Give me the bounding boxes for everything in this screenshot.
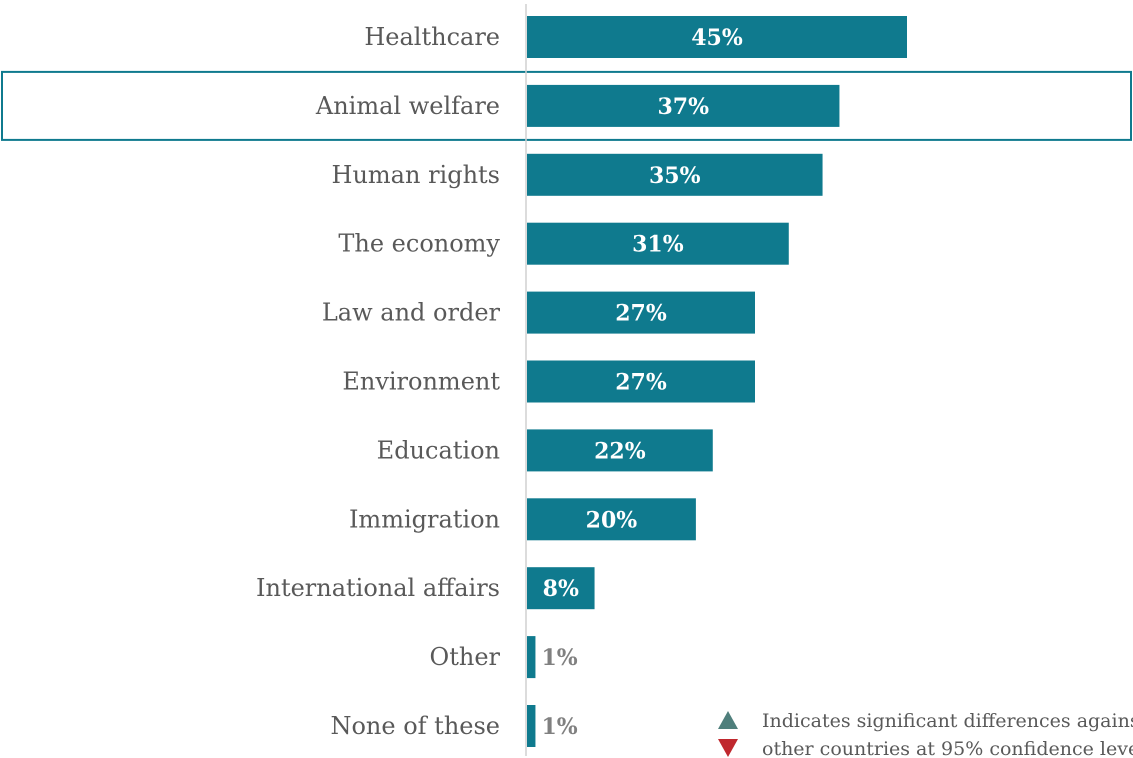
triangle-up-icon	[718, 711, 738, 729]
category-label-international-affairs: International affairs	[256, 574, 500, 602]
value-label-animal-welfare: 37%	[657, 94, 709, 120]
value-label-law-and-order: 27%	[615, 301, 667, 327]
category-label-other: Other	[430, 643, 501, 671]
bar-other	[527, 636, 536, 679]
value-label-immigration: 20%	[586, 507, 638, 533]
bar-the-economy	[527, 222, 789, 265]
legend-text-1: Indicates significant differences agains…	[762, 710, 1133, 732]
value-label-healthcare: 45%	[691, 25, 743, 51]
bar-environment	[527, 360, 755, 403]
category-label-immigration: Immigration	[349, 505, 500, 533]
category-label-human-rights: Human rights	[332, 161, 500, 189]
legend: Indicates significant differences agains…	[718, 710, 1133, 758]
highlight-box	[1, 70, 1132, 141]
category-label-none-of-these: None of these	[330, 712, 500, 740]
triangle-down-icon	[718, 739, 738, 757]
value-label-other: 1%	[541, 645, 577, 671]
category-label-environment: Environment	[342, 368, 500, 396]
category-label-the-economy: The economy	[338, 230, 500, 258]
category-label-education: Education	[377, 436, 500, 464]
value-label-none-of-these: 1%	[541, 714, 577, 740]
bar-law-and-order	[527, 291, 755, 334]
value-label-the-economy: 31%	[632, 232, 684, 258]
bar-healthcare	[527, 16, 907, 58]
bar-immigration	[527, 498, 696, 541]
category-label-healthcare: Healthcare	[364, 23, 500, 51]
bar-human-rights	[527, 153, 823, 196]
category-label-animal-welfare: Animal welfare	[315, 92, 500, 120]
bar-animal-welfare	[527, 84, 840, 127]
bar-none-of-these	[527, 705, 536, 747]
value-label-environment: 27%	[615, 370, 667, 396]
value-label-international-affairs: 8%	[543, 576, 579, 602]
value-label-education: 22%	[594, 438, 646, 464]
value-label-human-rights: 35%	[649, 163, 701, 189]
bar-international-affairs	[527, 567, 595, 610]
category-label-law-and-order: Law and order	[322, 299, 501, 327]
bar-education	[527, 429, 713, 472]
legend-text-2: other countries at 95% confidence level	[762, 738, 1133, 758]
